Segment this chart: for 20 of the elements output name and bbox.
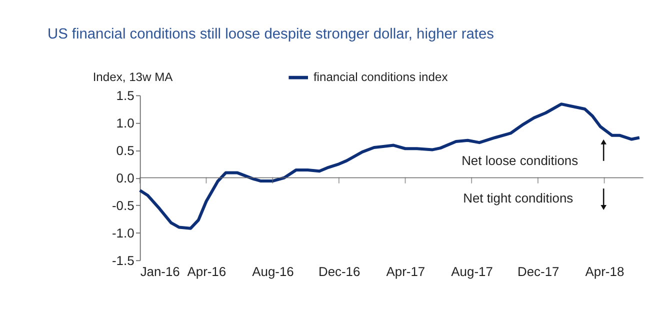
y-tick-label: 0.5 bbox=[116, 143, 134, 158]
x-tick-label: Apr-17 bbox=[386, 264, 426, 280]
x-tick-label: Jan-16 bbox=[140, 264, 180, 280]
x-tick-label: Aug-17 bbox=[451, 264, 493, 280]
annotation: Net loose conditions bbox=[462, 153, 578, 168]
y-tick-label: 0.0 bbox=[116, 170, 134, 186]
chart-title: US financial conditions still loose despite stronger dollar, higher rates bbox=[47, 26, 494, 42]
x-tick-label: Apr-16 bbox=[187, 264, 226, 280]
x-tick-label: Dec-17 bbox=[518, 264, 560, 280]
y-tick-label: -1.0 bbox=[112, 225, 134, 240]
x-tick-label: Dec-16 bbox=[318, 264, 360, 280]
y-tick-label: 1.5 bbox=[116, 88, 134, 104]
annotation: Net tight conditions bbox=[463, 190, 574, 206]
x-tick-label: Apr-18 bbox=[585, 264, 624, 280]
y-tick-label: -1.5 bbox=[112, 252, 134, 268]
y-tick-label: -0.5 bbox=[112, 198, 134, 213]
y-axis-title: Index, 13w MA bbox=[92, 70, 174, 84]
legend-label: financial conditions index bbox=[313, 70, 448, 84]
y-tick-label: 1.0 bbox=[116, 116, 134, 131]
x-tick-label: Aug-16 bbox=[252, 264, 294, 280]
